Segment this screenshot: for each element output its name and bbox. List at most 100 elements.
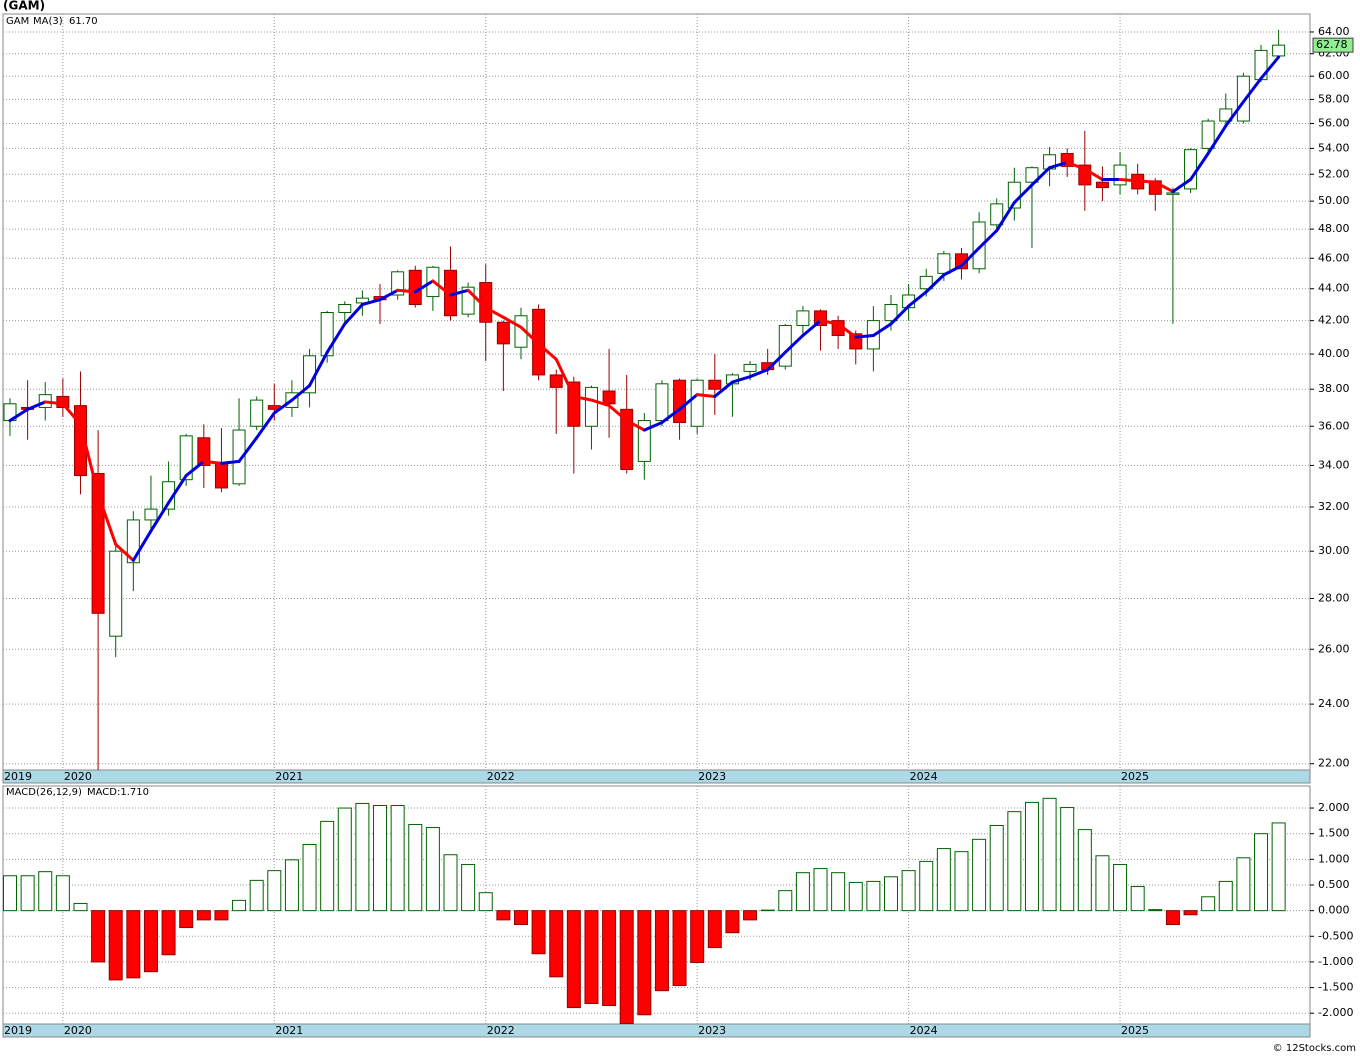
candle-body [250, 399, 264, 427]
candle-body [673, 379, 687, 423]
candle-body [1201, 120, 1215, 149]
bar [1218, 880, 1233, 912]
candle-body [990, 203, 1004, 226]
candle-body [126, 519, 140, 564]
ma-line [272, 398, 294, 415]
ma-line [149, 501, 171, 533]
legend-symbol: GAM [6, 16, 29, 27]
bar [408, 823, 423, 912]
y-tick-label: 38.00 [1318, 382, 1350, 395]
x-tick-label: 2022 [487, 1024, 515, 1037]
ma-line [607, 404, 629, 423]
ma-line [977, 229, 999, 250]
ma-line [695, 393, 717, 398]
bar [1201, 896, 1216, 912]
y-tick-label: -1.000 [1318, 955, 1353, 968]
x-axis-strip [2, 769, 1311, 784]
x-tick-label: 2025 [1121, 1024, 1149, 1037]
bar [707, 910, 722, 949]
x-tick-label: 2019 [4, 770, 32, 783]
ma-line [378, 288, 400, 302]
ma-line [61, 402, 82, 426]
ma-line [730, 375, 752, 384]
ma-line [713, 380, 734, 398]
y-tick-label: 36.00 [1318, 419, 1350, 432]
ma-line [660, 407, 682, 424]
bar [989, 824, 1004, 912]
candle-body [972, 221, 986, 270]
x-tick-label: 2019 [4, 1024, 32, 1037]
bar [108, 910, 123, 981]
y-tick-label: 54.00 [1318, 141, 1350, 154]
y-tick-label: 24.00 [1318, 697, 1350, 710]
bar [1254, 833, 1269, 912]
candle-body [1095, 181, 1109, 189]
last-price-box [1312, 37, 1354, 53]
bar [1042, 797, 1057, 912]
candle-body [919, 275, 933, 290]
candle-body [197, 437, 211, 466]
ma-line [678, 393, 699, 411]
ma-line [1206, 124, 1228, 155]
bar [1236, 857, 1251, 912]
candle-body [884, 303, 898, 322]
y-tick-label: 60.00 [1318, 69, 1350, 82]
x-axis-strip [2, 1023, 1311, 1038]
bar [901, 870, 916, 912]
ma-line [167, 474, 188, 505]
candle-body [91, 473, 105, 614]
bar [795, 872, 810, 912]
chart-title: (GAM) [3, 0, 45, 13]
bar [1271, 822, 1286, 912]
x-tick-label: 2024 [910, 1024, 938, 1037]
candle-body [232, 429, 246, 485]
ma-line [783, 333, 805, 354]
bar [584, 910, 599, 1004]
bar [513, 910, 528, 925]
bar [549, 910, 564, 978]
candle-body [1113, 164, 1127, 186]
ma-line [466, 288, 488, 310]
bar [179, 910, 194, 929]
panel-title: MACD(26,12,9) [6, 787, 82, 798]
y-tick-label: 22.00 [1318, 757, 1350, 770]
ma-line [854, 333, 875, 339]
ma-line [237, 436, 259, 463]
bar [884, 876, 898, 912]
ma-line [308, 350, 329, 388]
candle-body [1219, 108, 1233, 122]
ma-line [1065, 160, 1087, 171]
y-tick-label: 1.000 [1318, 852, 1350, 865]
bar [566, 910, 581, 1009]
last-price-label: 62.78 [1316, 38, 1348, 51]
ma-line [325, 322, 347, 354]
bar [760, 909, 775, 912]
ma-line [836, 322, 858, 339]
bar [1130, 886, 1145, 912]
bar [936, 848, 951, 912]
ma-line [907, 290, 928, 308]
bar [496, 910, 511, 921]
y-tick-label: 28.00 [1318, 591, 1350, 604]
ma-line [501, 315, 523, 329]
ma-line [1136, 179, 1157, 184]
y-tick-label: 48.00 [1318, 222, 1350, 235]
candle-body [408, 269, 422, 305]
candle-body [214, 462, 228, 489]
ma-line [1189, 151, 1210, 182]
ma-line [1083, 167, 1104, 182]
y-tick-label: 32.00 [1318, 500, 1350, 513]
ma-line [519, 325, 541, 346]
ma-line [290, 384, 312, 402]
candle-body [320, 312, 334, 357]
candle-body [144, 508, 158, 521]
ma-line [131, 529, 153, 562]
bar [38, 871, 53, 912]
ma-line [1118, 178, 1140, 183]
bar [143, 910, 158, 973]
candle-body [549, 374, 563, 388]
ma-line [959, 246, 981, 268]
bar [1007, 811, 1022, 912]
x-tick-label: 2020 [64, 1024, 92, 1037]
y-tick-label: 34.00 [1318, 458, 1350, 471]
